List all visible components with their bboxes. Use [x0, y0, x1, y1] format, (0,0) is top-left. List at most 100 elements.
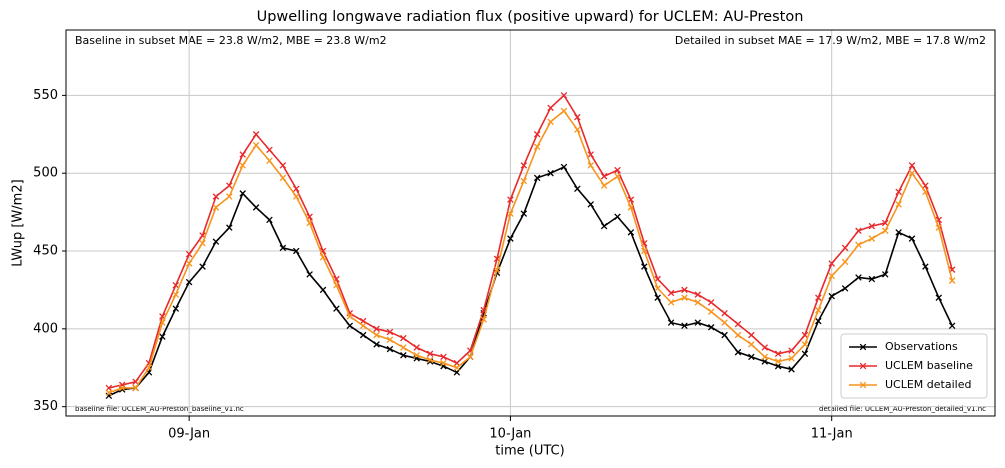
marker	[948, 322, 956, 329]
marker	[761, 358, 769, 365]
plot-frame	[65, 29, 996, 417]
marker	[587, 151, 594, 158]
y-tick-label: 550	[33, 88, 58, 103]
marker	[614, 173, 621, 180]
marker	[226, 182, 233, 189]
marker	[386, 336, 394, 343]
marker	[560, 107, 568, 115]
marker	[386, 328, 394, 336]
marker	[627, 204, 635, 211]
marker	[132, 384, 139, 392]
marker	[453, 364, 461, 372]
marker	[239, 151, 246, 158]
marker	[948, 277, 956, 284]
marker	[547, 118, 554, 126]
marker	[266, 146, 273, 154]
marker	[507, 235, 514, 242]
legend-marker	[859, 362, 867, 370]
marker	[627, 229, 635, 236]
y-tick-label: 350	[33, 399, 58, 414]
marker	[359, 317, 367, 325]
marker	[560, 163, 568, 171]
marker	[654, 294, 661, 301]
marker	[226, 224, 233, 231]
marker	[922, 263, 929, 270]
marker	[373, 331, 380, 339]
marker	[681, 294, 688, 301]
marker	[788, 355, 795, 362]
marker	[935, 224, 943, 231]
marker	[520, 162, 528, 169]
marker	[252, 141, 260, 149]
marker	[828, 292, 835, 300]
marker	[868, 222, 876, 230]
x-tick-label: 09-Jan	[168, 427, 210, 442]
marker	[908, 169, 916, 177]
series-line	[108, 165, 953, 397]
marker	[815, 317, 822, 325]
marker	[868, 275, 876, 283]
marker	[815, 306, 822, 314]
annotation: Detailed in subset MAE = 17.9 W/m2, MBE …	[675, 34, 986, 47]
marker	[828, 272, 835, 280]
marker	[185, 278, 193, 286]
marker	[694, 319, 702, 326]
marker	[707, 324, 715, 331]
marker	[788, 347, 795, 354]
marker	[922, 182, 929, 189]
marker	[587, 201, 594, 208]
marker	[707, 299, 715, 306]
marker	[386, 345, 394, 353]
marker	[841, 285, 849, 292]
marker	[881, 227, 889, 235]
marker	[440, 359, 447, 367]
marker	[239, 162, 246, 169]
marker	[774, 362, 782, 370]
marker	[185, 260, 193, 267]
x-axis-label: time (UTC)	[495, 444, 564, 459]
marker	[908, 162, 916, 169]
marker	[159, 319, 166, 326]
annotation: Baseline in subset MAE = 23.8 W/m2, MBE …	[75, 34, 387, 47]
marker	[279, 174, 287, 182]
marker	[105, 384, 113, 392]
marker	[841, 258, 849, 266]
marker	[226, 193, 233, 200]
chart-title: Upwelling longwave radiation flux (posit…	[257, 9, 804, 25]
marker	[132, 378, 139, 386]
marker	[373, 341, 380, 348]
marker	[641, 247, 648, 255]
marker	[359, 331, 367, 339]
marker	[574, 126, 581, 133]
marker	[306, 219, 313, 227]
marker	[520, 177, 528, 185]
marker	[707, 308, 715, 315]
marker	[199, 263, 206, 270]
marker	[292, 193, 300, 200]
marker	[721, 319, 728, 326]
marker	[761, 353, 769, 361]
y-axis-label: LWup [W/m2]	[11, 179, 26, 266]
marker	[600, 182, 608, 189]
marker	[319, 286, 327, 294]
marker	[748, 331, 755, 339]
marker	[721, 310, 728, 317]
y-tick-label: 450	[33, 244, 58, 259]
marker	[493, 266, 501, 273]
marker	[172, 291, 180, 298]
marker	[841, 244, 849, 252]
marker	[828, 260, 835, 267]
marker	[292, 185, 300, 193]
marker	[734, 348, 742, 356]
x-tick-label: 11-Jan	[811, 427, 853, 442]
marker	[426, 350, 434, 358]
marker	[748, 353, 755, 361]
marker	[185, 250, 193, 258]
y-tick-label: 400	[33, 321, 58, 336]
marker	[279, 244, 287, 252]
marker	[159, 333, 166, 340]
marker	[600, 173, 608, 180]
marker	[252, 204, 260, 211]
marker	[239, 190, 246, 197]
marker	[533, 174, 541, 182]
